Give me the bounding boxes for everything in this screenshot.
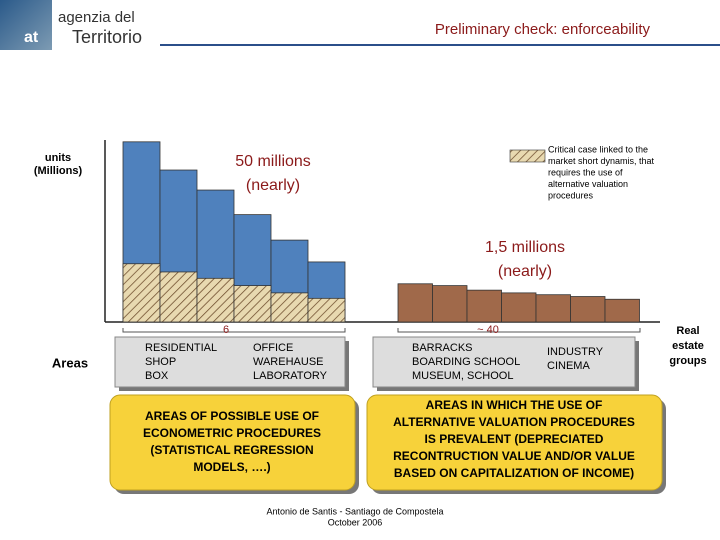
note-box bbox=[366, 394, 663, 491]
legend-label: procedures bbox=[548, 190, 594, 200]
box bbox=[372, 336, 636, 388]
note-text: BASED ON CAPITALIZATION OF INCOME) bbox=[394, 466, 634, 480]
annotation: 1,5 millions bbox=[485, 239, 565, 256]
box-text: MUSEUM, SCHOOL bbox=[412, 370, 513, 382]
bar bbox=[307, 297, 346, 323]
box bbox=[114, 336, 346, 388]
legend-swatch bbox=[509, 149, 546, 163]
legend-label: requires the use of bbox=[548, 167, 623, 177]
box-text: CINEMA bbox=[547, 360, 590, 372]
box-text: INDUSTRY bbox=[547, 346, 604, 358]
bar bbox=[196, 277, 235, 323]
note-text: (STATISTICAL REGRESSION bbox=[150, 443, 313, 457]
bar bbox=[570, 296, 606, 323]
box-text: SHOP bbox=[145, 356, 176, 368]
annotation: (nearly) bbox=[498, 263, 552, 280]
x-axis-label: groups bbox=[669, 355, 706, 367]
note-text: AREAS OF POSSIBLE USE OF bbox=[145, 409, 319, 423]
bar bbox=[466, 289, 502, 323]
bar bbox=[233, 285, 272, 323]
footer-text: October 2006 bbox=[328, 517, 383, 527]
note-text: ALTERNATIVE VALUATION PROCEDURES bbox=[393, 415, 635, 429]
legend-label: Critical case linked to the bbox=[548, 144, 648, 154]
box-text: BARRACKS bbox=[412, 342, 473, 354]
footer-text: Antonio de Santis - Santiago de Composte… bbox=[266, 506, 443, 516]
bar bbox=[604, 298, 640, 323]
logo-bottom: Territorio bbox=[72, 27, 142, 47]
bar bbox=[159, 271, 198, 323]
bar bbox=[535, 294, 571, 323]
note-text: IS PREVALENT (DEPRECIATED bbox=[425, 432, 604, 446]
legend-label: alternative valuation bbox=[548, 179, 628, 189]
logo-image bbox=[0, 0, 52, 50]
box-text: LABORATORY bbox=[253, 370, 328, 382]
bar bbox=[432, 285, 468, 323]
areas-label: Areas bbox=[52, 355, 88, 370]
bar bbox=[122, 263, 161, 323]
annotation: (nearly) bbox=[246, 177, 300, 194]
group-bracket bbox=[122, 328, 641, 333]
note-box bbox=[109, 394, 356, 491]
group-count: 6 bbox=[223, 324, 229, 336]
bar bbox=[270, 292, 309, 323]
logo-small: at bbox=[24, 29, 39, 46]
bar bbox=[397, 283, 433, 323]
box-text: BOX bbox=[145, 370, 169, 382]
bar bbox=[501, 292, 537, 323]
logo-top: agenzia del bbox=[58, 9, 135, 26]
y-axis-label: (Millions) bbox=[34, 165, 83, 177]
x-axis-label: estate bbox=[672, 340, 704, 352]
y-axis-label: units bbox=[45, 152, 71, 164]
note-text: MODELS, ….) bbox=[193, 460, 270, 474]
note-text: ECONOMETRIC PROCEDURES bbox=[143, 426, 321, 440]
box-text: OFFICE bbox=[253, 342, 293, 354]
x-axis-label: Real bbox=[676, 325, 699, 337]
note-text: RECONTRUCTION VALUE AND/OR VALUE bbox=[393, 449, 635, 463]
slide-title: Preliminary check: enforceability bbox=[435, 21, 651, 38]
box-text: RESIDENTIAL bbox=[145, 342, 217, 354]
note-text: AREAS IN WHICH THE USE OF bbox=[426, 398, 603, 412]
box-text: WAREHAUSE bbox=[253, 356, 324, 368]
group-count: ~ 40 bbox=[477, 324, 499, 336]
legend-label: market short dynamis, that bbox=[548, 156, 655, 166]
box-text: BOARDING SCHOOL bbox=[412, 356, 520, 368]
annotation: 50 millions bbox=[235, 153, 311, 170]
